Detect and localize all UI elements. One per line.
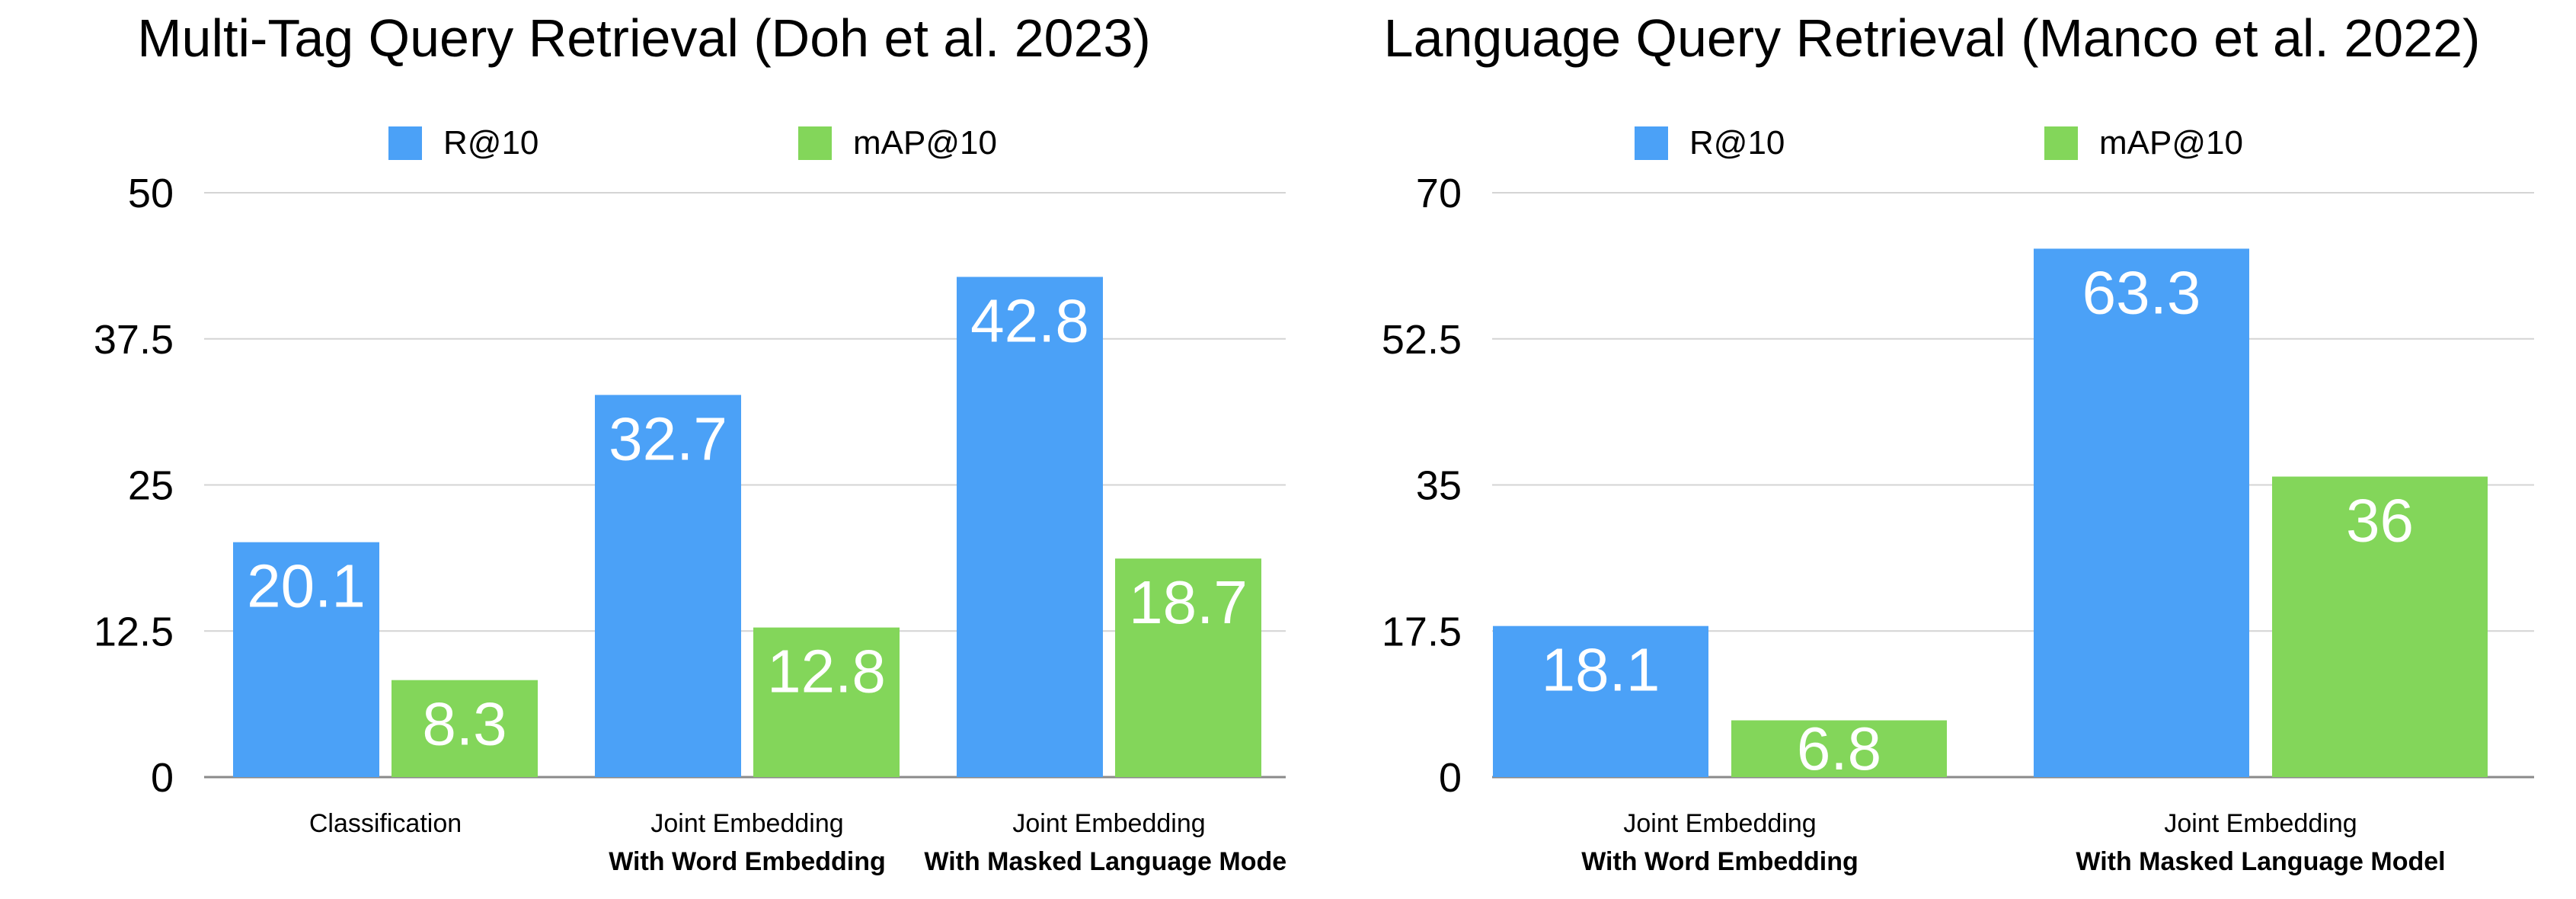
x-category-label: Joint Embedding: [1623, 809, 1816, 838]
bar-map10: [1731, 720, 1947, 777]
legend-label-map10: mAP@10: [853, 124, 997, 162]
chart-panel-multi-tag: Multi-Tag Query Retrieval (Doh et al. 20…: [0, 8, 1288, 876]
legend-label-r10: R@10: [1689, 124, 1785, 162]
x-category-label: Joint Embedding: [650, 809, 843, 838]
legend-swatch-map10: [798, 126, 832, 160]
bar-map10: [753, 627, 900, 777]
bar-r10: [595, 395, 741, 777]
legend: R@10 mAP@10: [0, 120, 1288, 166]
legend: R@10 mAP@10: [1288, 120, 2576, 166]
data-label: 36: [2346, 487, 2414, 555]
data-label: 12.8: [767, 638, 886, 705]
y-tick-label: 52.5: [1382, 317, 1462, 363]
bar-r10: [2034, 248, 2249, 778]
x-category-label: Classification: [309, 809, 462, 838]
data-label: 63.3: [2082, 258, 2201, 326]
bar-r10: [1493, 625, 1708, 777]
y-tick-label: 25: [128, 463, 174, 509]
data-label: 18.1: [1542, 636, 1660, 704]
legend-label-r10: R@10: [443, 124, 539, 162]
x-category-sublabel: With Word Embedding: [1581, 847, 1858, 876]
legend-item-r10: R@10: [388, 120, 539, 166]
x-category-label: Joint Embedding: [1012, 809, 1205, 838]
legend-swatch-r10: [388, 126, 422, 160]
bar-chart-plot: 0 12.5 25 37.5 50 20.1 8.3 Classification 32.7 12…: [94, 171, 1288, 876]
data-label: 32.7: [609, 405, 727, 472]
x-category-sublabel: With Masked Language Model: [2076, 847, 2445, 876]
y-tick-label: 17.5: [1382, 609, 1462, 654]
legend-swatch-map10: [2044, 126, 2078, 160]
y-tick-label: 0: [151, 755, 174, 801]
y-tick-label: 70: [1416, 171, 1462, 216]
data-label: 20.1: [247, 552, 366, 620]
legend-item-map10: mAP@10: [798, 120, 997, 166]
y-tick-label: 37.5: [94, 317, 174, 363]
y-tick-label: 0: [1439, 755, 1462, 801]
data-label: 8.3: [422, 690, 507, 758]
y-tick-label: 35: [1416, 463, 1462, 509]
bar-map10: [2272, 476, 2488, 777]
data-label: 6.8: [1797, 715, 1881, 782]
bar-map10: [1115, 558, 1261, 777]
x-category-sublabel: With Masked Language Model: [924, 847, 1288, 876]
bar-r10: [233, 542, 379, 777]
data-label: 18.7: [1129, 568, 1248, 636]
x-category-sublabel: With Word Embedding: [609, 847, 886, 876]
chart-title: Language Query Retrieval (Manco et al. 2…: [1383, 8, 2481, 68]
y-tick-label: 12.5: [94, 609, 174, 654]
bar-chart-plot: 0 17.5 35 52.5 70 18.1 6.8 Joint Embedding With …: [1382, 171, 2534, 876]
legend-label-map10: mAP@10: [2099, 124, 2243, 162]
bar-r10: [957, 277, 1103, 777]
legend-item-r10: R@10: [1635, 120, 1785, 166]
legend-swatch-r10: [1635, 126, 1668, 160]
chart-title: Multi-Tag Query Retrieval (Doh et al. 20…: [137, 8, 1151, 68]
x-category-label: Joint Embedding: [2164, 809, 2357, 838]
chart-panel-language-query: Language Query Retrieval (Manco et al. 2…: [1288, 0, 2576, 899]
data-label: 42.8: [970, 286, 1089, 354]
y-tick-label: 50: [128, 171, 174, 216]
legend-item-map10: mAP@10: [2044, 120, 2243, 166]
bar-map10: [392, 680, 538, 777]
